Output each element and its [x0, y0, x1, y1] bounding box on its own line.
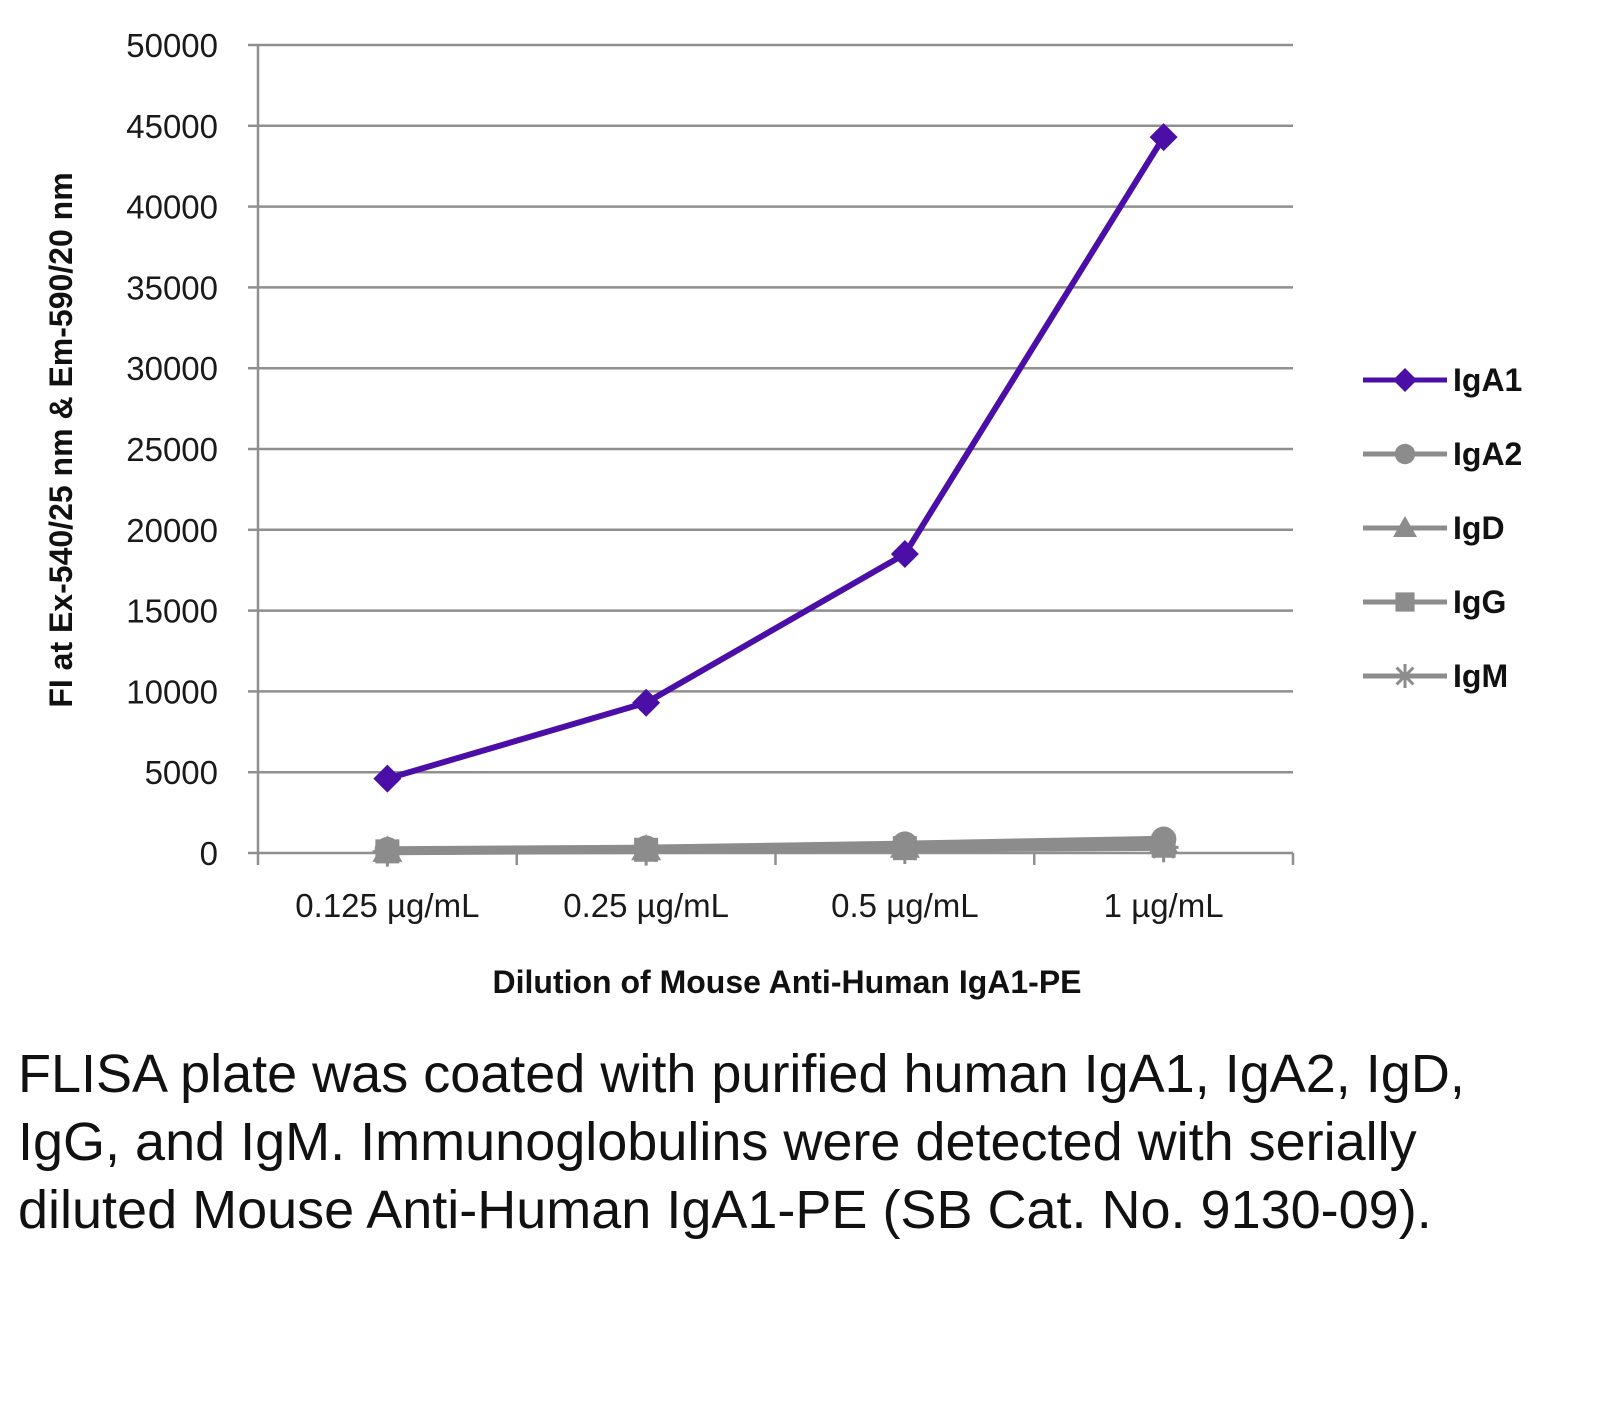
legend-label-iga2: IgA2 [1453, 436, 1522, 472]
gridlines [248, 43, 1293, 855]
legend-marker-iga1 [1393, 368, 1417, 392]
figure-caption: FLISA plate was coated with purified hum… [18, 1044, 1465, 1240]
legend-label-igd: IgD [1453, 510, 1505, 546]
legend-item-iga2: IgA2 [1363, 436, 1522, 472]
data-point-iga2 [374, 837, 401, 863]
legend-label-igm: IgM [1453, 658, 1508, 694]
chart: 0 5000 10000 15000 20000 25000 30000 35000 40000… [43, 27, 1522, 1000]
y-tick-label: 40000 [126, 189, 218, 226]
data-point-iga2 [1150, 826, 1177, 853]
legend: IgA1 IgA2 IgD IgG IgM [1363, 362, 1522, 694]
x-tick-label: 1 µg/mL [1104, 887, 1224, 924]
x-axis-title: Dilution of Mouse Anti-Human IgA1-PE [493, 964, 1082, 1000]
y-tick-label: 5000 [145, 754, 218, 791]
legend-item-igd: IgD [1363, 510, 1505, 546]
y-tick-label: 45000 [126, 108, 218, 145]
legend-item-igg: IgG [1363, 584, 1506, 620]
series-iga1 [373, 123, 1178, 793]
x-tick-label: 0.5 µg/mL [831, 887, 978, 924]
y-tick-label: 10000 [126, 673, 218, 710]
y-tick-label: 35000 [126, 269, 218, 306]
legend-item-igm: IgM [1363, 658, 1508, 694]
y-tick-label: 15000 [126, 593, 218, 630]
data-point-iga1 [632, 688, 661, 717]
series [372, 123, 1179, 867]
y-tick-labels: 0 5000 10000 15000 20000 25000 30000 35000 40000… [126, 27, 218, 872]
legend-label-igg: IgG [1453, 584, 1506, 620]
axes [256, 45, 1295, 865]
y-axis-title: FI at Ex-540/25 nm & Em-590/20 nm [43, 172, 79, 707]
legend-marker-igd [1393, 516, 1417, 537]
legend-label-iga1: IgA1 [1453, 362, 1522, 398]
series-line-iga1 [386, 135, 1167, 782]
data-point-iga2 [633, 835, 659, 861]
y-tick-label: 20000 [126, 512, 218, 549]
y-tick-label: 30000 [126, 350, 218, 387]
data-point-iga1 [890, 540, 919, 569]
series-line-iga2 [387, 835, 1164, 854]
x-tick-label: 0.25 µg/mL [563, 887, 729, 924]
series-iga2 [374, 826, 1177, 863]
legend-marker-iga2 [1394, 443, 1416, 465]
x-tick-label: 0.125 µg/mL [295, 887, 479, 924]
legend-item-iga1: IgA1 [1363, 362, 1522, 398]
y-tick-label: 25000 [126, 431, 218, 468]
legend-marker-igm [1393, 664, 1417, 688]
data-point-iga1 [1149, 123, 1178, 152]
x-tick-labels: 0.125 µg/mL 0.25 µg/mL 0.5 µg/mL 1 µg/mL [295, 887, 1223, 924]
y-tick-label: 50000 [126, 27, 218, 64]
y-tick-label: 0 [200, 835, 218, 872]
data-point-iga1 [373, 764, 402, 793]
data-point-iga2 [892, 831, 918, 857]
legend-marker-igg [1395, 592, 1415, 612]
